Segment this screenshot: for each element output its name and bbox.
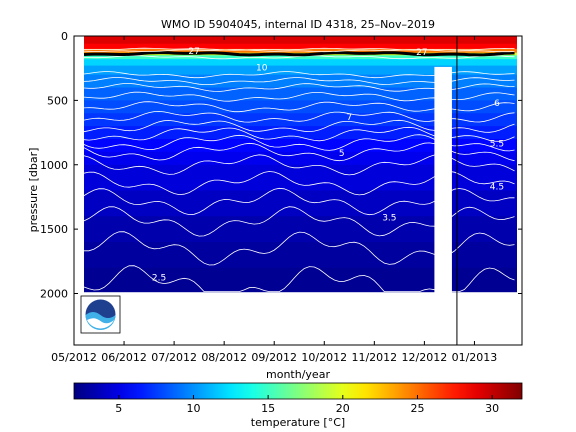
x-axis: 05/2012 06/2012 07/2012 08/2012 09/2012 10/20…: [51, 36, 497, 364]
contour-labels: 27 27 10 6 7 5.5 5 4.5 3.5 2.5: [152, 47, 504, 284]
temperature-band: [84, 100, 517, 114]
isotherm-line: [83, 83, 515, 92]
noaa-logo: [80, 295, 121, 334]
chart-title: WMO ID 5904045, internal ID 4318, 25–Nov…: [161, 18, 435, 31]
contour-label: 4.5: [490, 183, 504, 193]
colorbar-ticks: 5 10 15 20 25 30: [115, 395, 499, 415]
temperature-band: [84, 55, 517, 60]
colorbar-tick-label: 30: [485, 402, 499, 415]
contour-label: 10: [256, 64, 268, 74]
isotherm-line: [83, 206, 515, 237]
missing-data-gap: [434, 66, 452, 345]
isotherm-line: [83, 119, 515, 133]
isotherm-line: [83, 71, 515, 79]
isotherm-line: [83, 142, 515, 162]
isotherm-line: [84, 231, 515, 266]
isotherm-contours: [83, 47, 515, 292]
isotherm-line: [83, 126, 515, 142]
x-tick-label: 09/2012: [251, 351, 297, 364]
x-axis-title: month/year: [266, 368, 330, 381]
x-tick-label: 10/2012: [301, 351, 347, 364]
colorbar-tick-label: 10: [186, 402, 200, 415]
contour-label: 5.5: [490, 140, 504, 150]
contour-label: 3.5: [382, 214, 396, 224]
temperature-band: [84, 59, 517, 67]
colorbar-gradient: [73, 382, 523, 400]
plot-frame: [73, 35, 523, 346]
colorbar-label-text: temperature [°C]: [251, 416, 345, 429]
no-data-below-profiles: [84, 292, 517, 345]
y-axis: 0 500 1000 1500 2000: [40, 30, 522, 301]
temperature-band: [84, 36, 517, 45]
temperature-band: [84, 43, 517, 50]
x-tick-label: 12/2012: [402, 351, 448, 364]
y-tick-label: 1500: [40, 223, 68, 236]
colorbar-tick-label: 15: [261, 402, 275, 415]
y-tick-label: 500: [47, 94, 68, 107]
x-tick-label: 06/2012: [101, 351, 147, 364]
temperature-band: [84, 242, 517, 269]
isotherm-line: [83, 51, 515, 57]
temperature-band: [84, 74, 517, 89]
contour-label: 6: [494, 99, 500, 109]
isotherm-line: [84, 47, 515, 51]
isotherm-line: [83, 134, 515, 152]
colorbar-label: temperature [°C]: [251, 416, 345, 429]
isotherm-line: [83, 55, 515, 60]
x-tick-label: 05/2012: [51, 351, 97, 364]
y-axis-title: pressure [dbar]: [27, 148, 40, 233]
isotherm-line: [83, 101, 515, 113]
x-tick-label: 11/2012: [351, 351, 397, 364]
contour-label: 5: [339, 149, 345, 159]
isotherm-line: [83, 170, 515, 196]
temperature-band: [84, 190, 517, 217]
isotherm-line: [83, 154, 515, 176]
contour-label: 7: [346, 113, 352, 123]
x-tick-label: 07/2012: [151, 351, 197, 364]
colorbar-tick-label: 25: [410, 402, 424, 415]
y-tick-label: 0: [61, 30, 68, 43]
x-tick-label: 01/2013: [452, 351, 498, 364]
colorbar-tick-label: 20: [336, 402, 350, 415]
isotherm-line: [83, 49, 515, 53]
isotherm-line: [83, 77, 515, 85]
y-tick-label: 2000: [40, 288, 68, 301]
contour-label: 2.5: [152, 273, 166, 283]
plot-area: 27 27 10 6 7 5.5 5 4.5 3.5 2.5: [73, 35, 523, 346]
y-tick-label: 1000: [40, 159, 68, 172]
isotherm-line: [83, 187, 515, 216]
temperature-band: [84, 87, 517, 101]
colorbar-tick-label: 5: [115, 402, 122, 415]
contour-label: 27: [416, 48, 427, 58]
contour-label: 27: [188, 47, 199, 57]
temperature-band: [84, 113, 517, 127]
temperature-band: [84, 151, 517, 166]
x-tick-label: 08/2012: [201, 351, 247, 364]
temperature-band: [84, 65, 517, 76]
temperature-band: [84, 164, 517, 192]
isotherm-line: [83, 91, 515, 102]
isotherm-line: [83, 265, 515, 292]
temperature-band: [84, 216, 517, 243]
colorbar: 5 10 15 20 25 30 temperature [°C]: [73, 382, 523, 429]
isotherm-line: [83, 110, 515, 123]
